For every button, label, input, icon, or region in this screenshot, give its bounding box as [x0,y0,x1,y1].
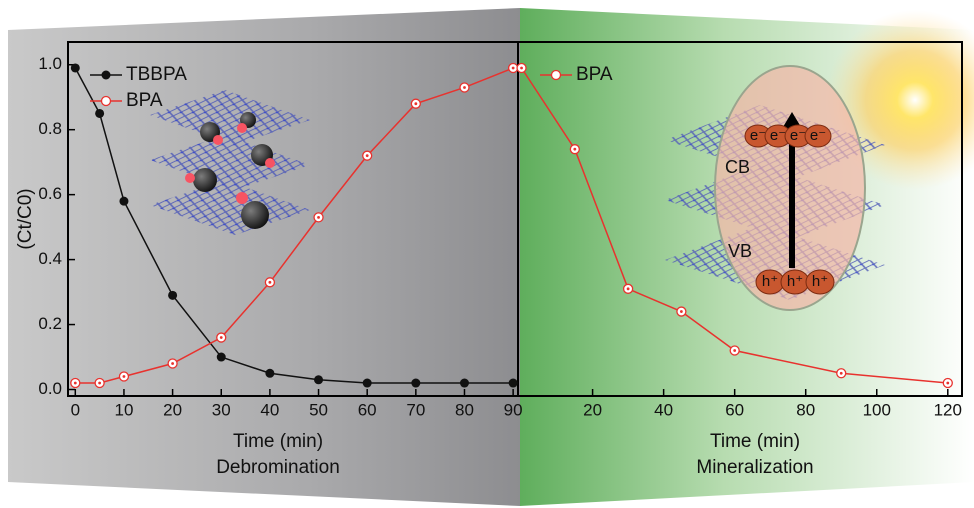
marker-dot [512,67,515,70]
x-tick-label: 10 [114,400,133,419]
x-tick-label: 20 [163,400,182,419]
vb-label: VB [728,241,752,261]
x-tick-label: 60 [358,400,377,419]
figure: e⁻e⁻e⁻e⁻h⁺h⁺h⁺CBVB (Ct/C0) 0.00.20.40.60… [0,0,974,508]
x-tick-label: 80 [455,400,474,419]
y-tick-label: 0.6 [38,184,62,203]
marker [217,353,226,362]
page: {"chart_data": [ {"type": "line", "x_lab… [0,0,974,508]
legend-marker [102,97,111,106]
legend-marker [102,71,111,80]
marker-dot [171,362,174,365]
x-tick-label: 20 [583,400,602,419]
x-tick-label: 70 [406,400,425,419]
x-tick-label: 30 [212,400,231,419]
marker [71,63,80,72]
marker-dot [520,67,523,70]
y-axis-label: (Ct/C0) [15,188,36,249]
left-illustration [150,90,310,235]
marker-dot [123,375,126,378]
x-tick-label: 50 [309,400,328,419]
marker-dot [317,216,320,219]
legend-marker [552,71,561,80]
marker-dot [627,287,630,290]
x-tick-label: 120 [934,400,962,419]
marker-dot [733,349,736,352]
legend-label: TBBPA [126,64,187,85]
marker [411,379,420,388]
marker-dot [840,372,843,375]
marker [363,379,372,388]
y-tick-label: 0.2 [38,314,62,333]
marker-dot [74,382,77,385]
y-tick-label: 0.4 [38,249,62,268]
electron-label: e⁻ [770,127,786,144]
y-tick-label: 1.0 [38,54,62,73]
y-tick-label: 0.8 [38,119,62,138]
marker-dot [366,154,369,157]
marker-dot [946,382,949,385]
marker [509,379,518,388]
panel-subtitle: Debromination [216,457,340,478]
x-tick-label: 0 [71,400,80,419]
marker [168,291,177,300]
x-axis-label: Time (min) [233,431,323,452]
legend-label: BPA [576,64,613,85]
electron-label: e⁻ [790,127,806,144]
marker-dot [98,382,101,385]
hole-label: h⁺ [812,273,828,290]
hole-label: h⁺ [787,273,803,290]
electron-label: e⁻ [750,127,766,144]
marker [119,197,128,206]
marker-dot [463,86,466,89]
legend-label: BPA [126,90,163,111]
x-tick-label: 40 [260,400,279,419]
x-tick-label: 40 [654,400,673,419]
marker-dot [680,310,683,313]
panel-subtitle: Mineralization [696,457,813,478]
x-tick-label: 60 [725,400,744,419]
x-tick-label: 90 [504,400,523,419]
cb-label: CB [725,157,750,177]
y-tick-label: 0.0 [38,379,62,398]
marker [314,375,323,384]
marker-dot [573,148,576,151]
electron-label: e⁻ [810,127,826,144]
marker-dot [268,281,271,284]
x-tick-label: 80 [796,400,815,419]
marker [460,379,469,388]
marker [265,369,274,378]
x-axis-label: Time (min) [710,431,800,452]
x-tick-label: 100 [863,400,891,419]
marker-dot [414,102,417,105]
marker-dot [220,336,223,339]
hole-label: h⁺ [762,273,778,290]
marker [95,109,104,118]
